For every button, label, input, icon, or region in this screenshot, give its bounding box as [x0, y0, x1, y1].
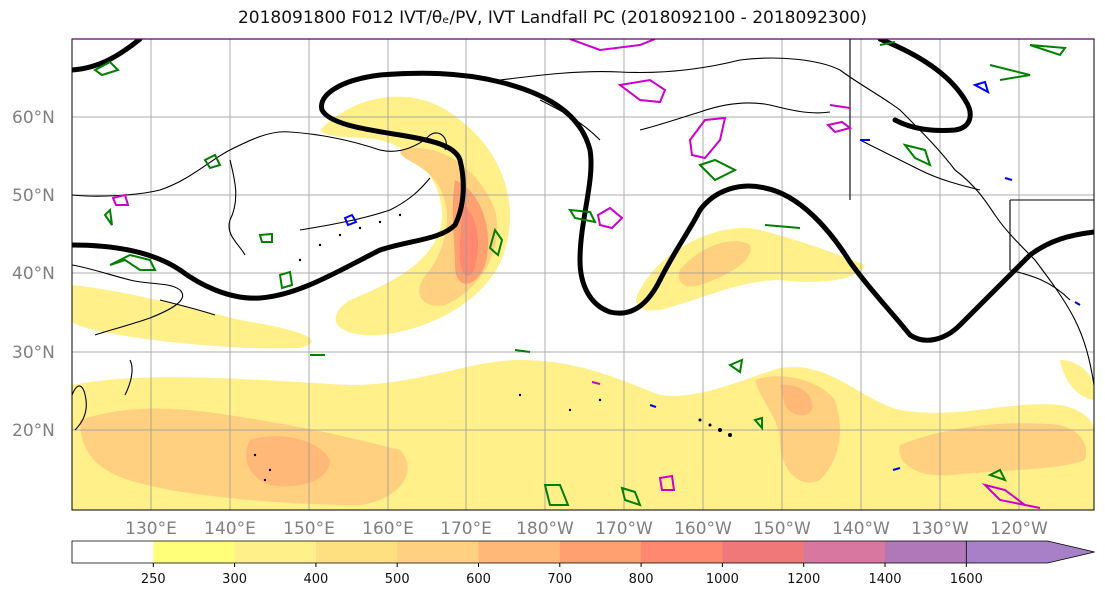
colorbar-segment [397, 541, 479, 563]
colorbar-tick-label: 1200 [787, 572, 820, 587]
lon-label-160e: 160°E [362, 519, 414, 539]
colorbar-segment [72, 541, 154, 563]
colorbar-segment [315, 541, 398, 563]
colorbar-tick-label: 1600 [950, 572, 983, 587]
colorbar-tick-label: 500 [385, 572, 410, 587]
lat-label-50: 50°N [12, 186, 55, 206]
colorbar-segment [965, 540, 1095, 564]
colorbar: 250 300 400 500 600 700 800 1000 1200 1400 1600 [71, 540, 1095, 587]
colorbar-tick-labels: 250 300 400 500 600 700 800 1000 1200 1400 1600 [141, 563, 983, 587]
colorbar-tick-label: 250 [141, 572, 166, 587]
lon-label-130w: 130°W [911, 519, 969, 539]
lat-label-40: 40°N [12, 264, 55, 284]
colorbar-segment [722, 541, 805, 563]
pv-contours-blue [343, 80, 1081, 471]
lon-label-140w: 140°W [832, 519, 890, 539]
lon-label-170w: 170°W [595, 519, 653, 539]
longitude-labels: 130°E 140°E 150°E 160°E 170°E 180°W 170°… [125, 519, 1048, 539]
colorbar-tick-label: 1400 [868, 572, 901, 587]
colorbar-segment [153, 541, 236, 563]
colorbar-segment [803, 541, 886, 563]
colorbar-tick-label: 800 [629, 572, 654, 587]
colorbar-tick-label: 300 [222, 572, 247, 587]
colorbar-tick-label: 600 [466, 572, 491, 587]
lon-label-150w: 150°W [753, 519, 811, 539]
colorbar-segment [559, 541, 642, 563]
pv-contours-green [93, 41, 1067, 507]
colorbar-tick-label: 400 [303, 572, 328, 587]
theta-e-contour [72, 39, 1094, 343]
lon-label-150e: 150°E [283, 519, 335, 539]
lon-label-160w: 160°W [674, 519, 732, 539]
colorbar-segment [641, 541, 723, 563]
colorbar-segment [885, 541, 967, 563]
ivt-shading [72, 96, 1094, 510]
lat-label-60: 60°N [12, 108, 55, 128]
lon-label-170e: 170°E [440, 519, 492, 539]
lon-label-120w: 120°W [990, 519, 1048, 539]
latitude-labels: 60°N 50°N 40°N 30°N 20°N [12, 108, 55, 441]
lon-label-130e: 130°E [125, 519, 177, 539]
colorbar-segment [234, 541, 317, 563]
chart-title: 2018091800 F012 IVT/θₑ/PV, IVT Landfall … [237, 8, 868, 28]
lat-label-20: 20°N [12, 421, 55, 441]
colorbar-tick-label: 700 [547, 572, 572, 587]
lon-label-140e: 140°E [204, 519, 256, 539]
lon-label-180w: 180°W [516, 519, 574, 539]
islands [253, 213, 732, 482]
colorbar-segment [478, 541, 561, 563]
lat-label-30: 30°N [12, 343, 55, 363]
colorbar-outline [71, 540, 967, 564]
pv-contours-magenta [111, 39, 1041, 509]
colorbar-tick-label: 1000 [706, 572, 739, 587]
colorbar-segments [71, 540, 1095, 564]
